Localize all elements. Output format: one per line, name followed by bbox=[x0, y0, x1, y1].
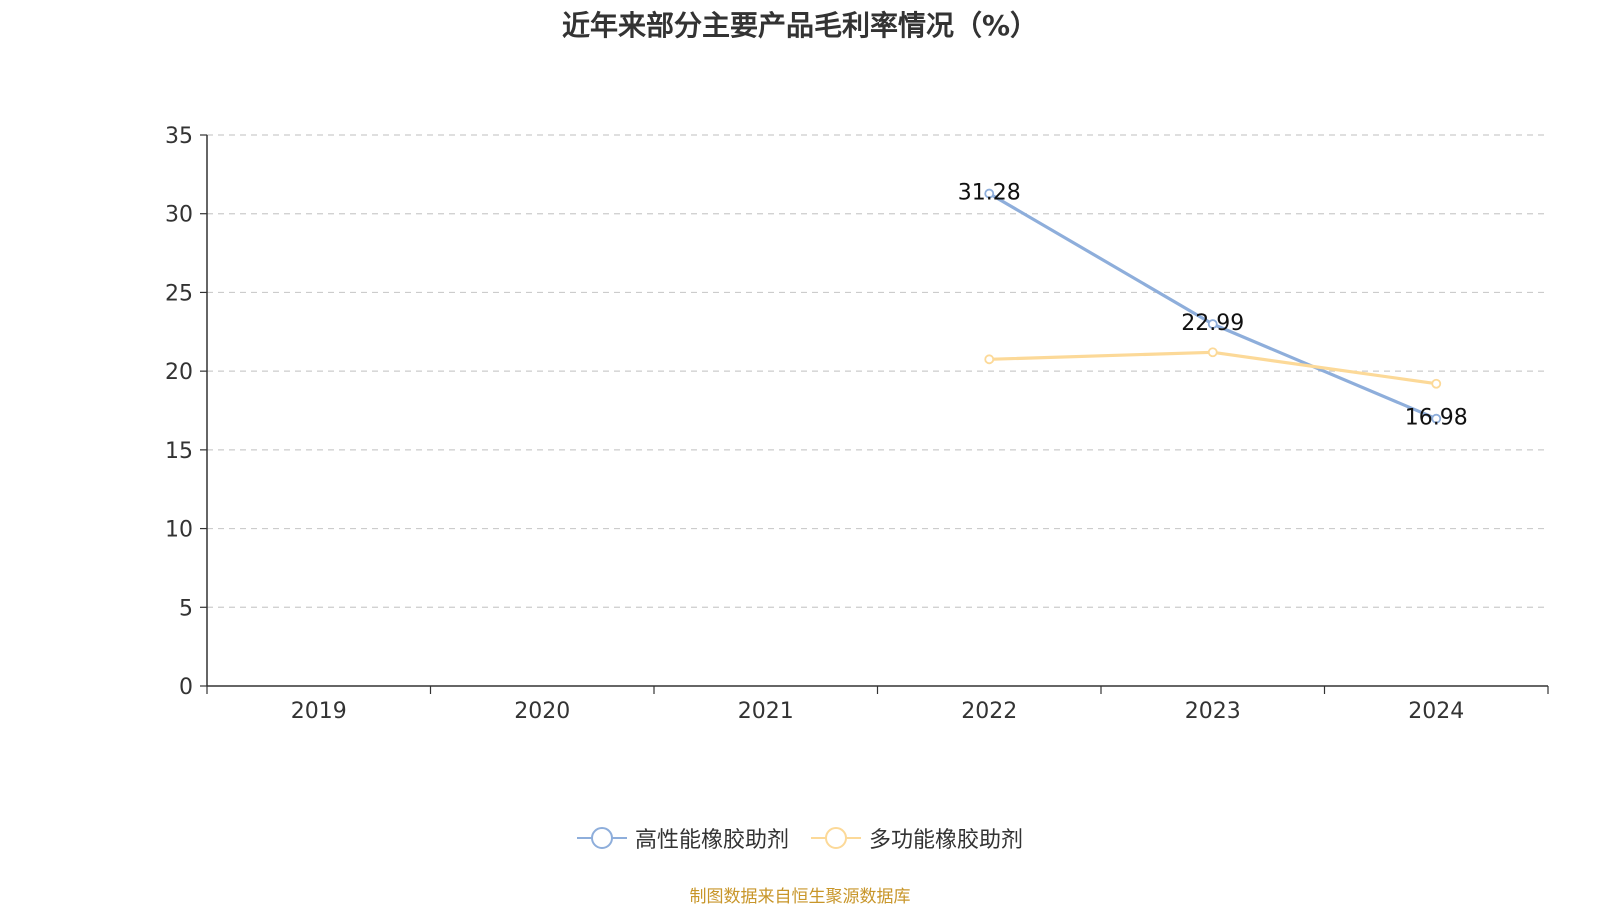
line-chart: 0 5 10 15 20 25 30 35 2019 2020 2021 2022 2023 2024 3… bbox=[165, 124, 1549, 724]
y-tick-label-0: 0 bbox=[179, 675, 193, 700]
x-tick-label-2019: 2019 bbox=[291, 699, 347, 724]
y-tick-label-1: 5 bbox=[179, 596, 193, 621]
series-1-point-2023 bbox=[1207, 347, 1218, 358]
axes: 0 5 10 15 20 25 30 35 2019 2020 2021 2022 2023 2024 bbox=[165, 124, 1549, 724]
grid-lines bbox=[207, 134, 1548, 608]
legend-series-1-label: 多功能橡胶助剂 bbox=[869, 828, 1024, 853]
y-tick-label-7: 35 bbox=[165, 124, 193, 149]
y-tick-label-4: 20 bbox=[165, 360, 193, 385]
series-0-point-2022 bbox=[984, 188, 995, 199]
series-1-point-2024 bbox=[1431, 378, 1442, 389]
x-tick-label-2024: 2024 bbox=[1408, 699, 1464, 724]
source-note: 制图数据来自恒生聚源数据库 bbox=[689, 887, 911, 907]
series-0-point-2023 bbox=[1207, 319, 1218, 329]
x-tick-label-2020: 2020 bbox=[514, 699, 570, 724]
y-tick-label-3: 15 bbox=[165, 439, 193, 464]
legend-series-0-label: 高性能橡胶助剂 bbox=[634, 828, 789, 853]
series-0-point-2024 bbox=[1431, 413, 1442, 424]
legend-series-1-line-icon bbox=[811, 827, 861, 849]
legend-item-series-1[interactable]: 多功能橡胶助剂 bbox=[811, 822, 1023, 854]
legend-item-series-0[interactable]: 高性能橡胶助剂 bbox=[576, 822, 789, 854]
series-0-line bbox=[988, 192, 1437, 421]
series-0-data-label-2023: 22.99 bbox=[1181, 311, 1244, 336]
legend-series-0-line-icon bbox=[576, 827, 627, 849]
data-labels: 31.28 22.99 16.98 bbox=[958, 181, 1468, 431]
series-0-data-label-2022: 31.28 bbox=[958, 181, 1021, 206]
y-tick-label-5: 25 bbox=[165, 281, 193, 306]
series-lines bbox=[984, 188, 1442, 424]
series-1-point-2022 bbox=[984, 354, 995, 365]
x-tick-label-2021: 2021 bbox=[738, 699, 794, 724]
chart-title: 近年来部分主要产品毛利率情况（%） bbox=[561, 9, 1039, 42]
series-0-data-label-2024: 16.98 bbox=[1405, 406, 1468, 431]
y-tick-label-6: 30 bbox=[165, 203, 193, 228]
y-tick-label-2: 10 bbox=[165, 518, 193, 543]
legend: 高性能橡胶助剂 多功能橡胶助剂 bbox=[0, 822, 1600, 854]
x-tick-label-2022: 2022 bbox=[961, 699, 1017, 724]
x-tick-label-2023: 2023 bbox=[1185, 699, 1241, 724]
